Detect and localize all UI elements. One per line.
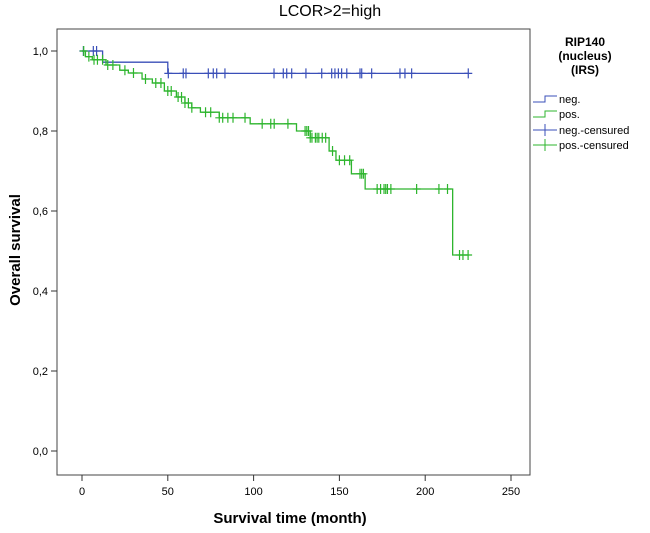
legend-title-2: (nucleus) (558, 49, 611, 63)
censor-mark-neg (270, 68, 279, 79)
censor-mark-pos (270, 118, 279, 129)
censor-mark-pos (184, 98, 193, 108)
legend-pos-censored-swatch (533, 139, 557, 151)
legend-title-1: RIP140 (565, 35, 605, 49)
censor-mark-pos (141, 74, 150, 84)
censor-mark-pos (386, 184, 395, 194)
censor-mark-neg (317, 68, 326, 79)
y-tick-label: 0,6 (33, 206, 48, 218)
censor-mark-pos (129, 68, 138, 78)
censor-mark-neg (407, 68, 416, 79)
x-tick-label: 250 (502, 486, 520, 498)
censor-mark-pos (167, 86, 176, 96)
x-axis-label: Survival time (month) (213, 510, 366, 527)
censor-mark-neg (367, 68, 376, 79)
censor-mark-pos (206, 107, 215, 118)
censor-mark-pos (156, 78, 165, 88)
x-tick-label: 150 (330, 486, 348, 498)
censor-mark-pos (345, 155, 354, 166)
y-tick-label: 0,0 (33, 446, 48, 458)
censor-mark-neg (92, 46, 101, 56)
censor-mark-neg (464, 68, 473, 79)
censor-mark-neg (220, 68, 229, 79)
censor-mark-neg (357, 68, 366, 79)
censor-mark-pos (283, 118, 292, 129)
censor-mark-pos (412, 184, 421, 194)
censor-mark-pos (328, 146, 337, 156)
censor-mark-pos (84, 51, 93, 62)
censor-mark-pos (98, 54, 107, 65)
legend-neg-censored-label: neg.-censured (559, 125, 629, 137)
legend-neg-censored-swatch (533, 124, 557, 136)
censor-mark-neg (342, 68, 351, 79)
censor-mark-pos (108, 60, 117, 70)
censor-mark-pos (79, 46, 88, 56)
censor-mark-pos (464, 250, 473, 260)
x-tick-label: 50 (162, 486, 174, 498)
censor-mark-pos (241, 112, 250, 123)
legend-pos-swatch (533, 110, 557, 118)
censor-mark-neg (400, 68, 409, 79)
x-tick-label: 0 (79, 486, 85, 498)
x-tick-label: 100 (244, 486, 262, 498)
legend: RIP140 (nucleus) (IRS) neg. pos. neg.-ce… (533, 35, 629, 152)
censor-mark-pos (304, 126, 313, 136)
legend-neg-label: neg. (559, 94, 580, 106)
censor-mark-pos (187, 102, 196, 113)
censor-mark-neg (164, 68, 173, 79)
censor-mark-pos (120, 65, 129, 76)
legend-pos-censored-label: pos.-censured (559, 140, 629, 152)
x-tick-label: 200 (416, 486, 434, 498)
censor-mark-pos (321, 132, 330, 143)
survival-curve-neg (82, 50, 469, 75)
survival-curve-pos (82, 50, 469, 256)
chart-title: LCOR>2=high (279, 3, 381, 20)
plot-frame (56, 28, 531, 476)
legend-neg-swatch (533, 95, 557, 103)
censor-mark-pos (177, 92, 186, 102)
legend-title-3: (IRS) (571, 63, 599, 77)
censor-mark-neg (212, 68, 221, 79)
y-axis-label: Overall survival (7, 194, 24, 306)
censor-mark-pos (434, 184, 443, 194)
legend-pos-label: pos. (559, 109, 580, 121)
y-tick-label: 1,0 (33, 46, 48, 58)
censor-mark-neg (301, 68, 310, 79)
censor-mark-neg (181, 68, 190, 79)
censor-mark-neg (287, 68, 296, 79)
y-tick-label: 0,4 (33, 286, 48, 298)
y-tick-label: 0,8 (33, 126, 48, 138)
censor-mark-pos (229, 112, 238, 123)
censor-mark-pos (443, 184, 452, 194)
censor-mark-pos (359, 168, 368, 179)
y-tick-label: 0,2 (33, 366, 48, 378)
censor-mark-pos (258, 118, 267, 129)
